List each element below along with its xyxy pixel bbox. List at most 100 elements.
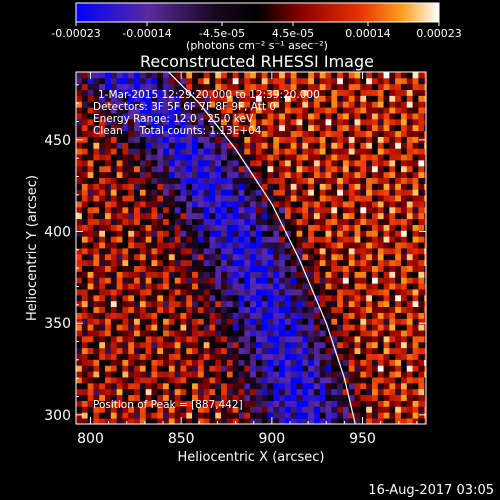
heatmap-cell [105,394,112,401]
heatmap-cell [261,271,268,278]
heatmap-cell [151,183,158,190]
heatmap-cell [331,341,338,349]
heatmap-cell [209,248,216,255]
heatmap-cell [209,253,216,261]
heatmap-cell [296,318,303,325]
heatmap-cell [192,224,199,231]
heatmap-cell [360,289,367,296]
heatmap-cell [87,236,94,243]
heatmap-cell [232,300,239,308]
heatmap-cell [250,72,257,79]
heatmap-cell [296,300,303,308]
heatmap-cell [81,418,88,424]
heatmap-cell [81,306,88,313]
heatmap-cell [139,242,147,249]
heatmap-cell [400,171,408,178]
heatmap-cell [226,394,234,401]
heatmap-cell [105,277,112,284]
heatmap-cell [348,294,355,302]
heatmap-cell [128,371,135,378]
heatmap-cell [284,206,292,214]
heatmap-cell [110,330,118,337]
heatmap-cell [383,371,390,378]
heatmap-cell [366,224,373,231]
heatmap-cell [105,283,112,290]
heatmap-cell [337,77,344,85]
heatmap-cell [348,72,355,79]
heatmap-cell [296,160,303,167]
heatmap-cell [383,271,390,278]
heatmap-cell [395,165,402,173]
heatmap-cell [163,406,170,413]
info-energy-range: Energy Range: 12.0 - 25.0 keV [93,113,254,125]
heatmap-cell [116,160,123,167]
heatmap-cell [290,336,297,343]
heatmap-cell [279,160,286,167]
heatmap-cell [76,224,83,231]
heatmap-cell [261,201,268,208]
heatmap-cell [331,289,338,296]
heatmap-cell [168,265,176,272]
heatmap-cell [105,388,112,396]
heatmap-cell [377,130,384,137]
heatmap-cell [395,101,402,108]
heatmap-cell [273,253,280,261]
heatmap-cell [232,160,239,167]
x-axis-ticks: 800 850 900 950 [77,72,418,447]
heatmap-cell [105,324,112,331]
heatmap-cell [122,271,129,278]
heatmap-cell [371,83,379,90]
heatmap-cell [296,400,303,407]
heatmap-cell [180,242,187,249]
heatmap-cell [354,371,361,378]
heatmap-cell [238,118,245,126]
heatmap-cell [174,318,181,325]
heatmap-cell [360,359,367,366]
heatmap-cell [342,142,350,149]
heatmap-cell [76,72,83,73]
heatmap-cell [221,300,228,308]
heatmap-cell [383,394,390,401]
heatmap-cell [366,212,373,220]
heatmap-cell [186,359,193,366]
heatmap-cell [360,242,367,249]
heatmap-cell [377,248,384,255]
heatmap-cell [226,165,234,173]
heatmap-cell [255,300,263,308]
heatmap-cell [360,160,367,167]
heatmap-cell [163,183,170,190]
heatmap-cell [261,154,268,161]
heatmap-cell [244,336,251,343]
heatmap-cell [325,72,332,79]
heatmap-cell [116,154,123,161]
heatmap-cell [273,113,280,120]
heatmap-cell [360,365,367,372]
heatmap-cell [128,136,135,143]
heatmap-cell [134,394,141,401]
heatmap-cell [215,89,222,96]
heatmap-cell [284,330,292,337]
heatmap-cell [232,294,239,302]
heatmap-cell [400,113,408,120]
heatmap-cell [87,72,94,73]
heatmap-cell [180,171,187,178]
heatmap-cell [377,183,384,190]
heatmap-cell [105,406,112,413]
heatmap-cell [366,171,373,178]
heatmap-cell [192,183,199,190]
heatmap-cell [192,418,199,424]
heatmap-cell [110,400,118,407]
heatmap-cell [81,113,88,120]
heatmap-cell [192,201,199,208]
heatmap-cell [273,382,280,390]
heatmap-cell [250,107,257,114]
heatmap-cell [273,142,280,149]
heatmap-cell [81,89,88,96]
heatmap-cell [81,294,88,302]
heatmap-cell [383,206,390,214]
heatmap-cell [412,377,419,384]
heatmap-cell [180,294,187,302]
heatmap-cell [145,248,152,255]
heatmap-cell [221,289,228,296]
heatmap-cell [418,218,425,225]
